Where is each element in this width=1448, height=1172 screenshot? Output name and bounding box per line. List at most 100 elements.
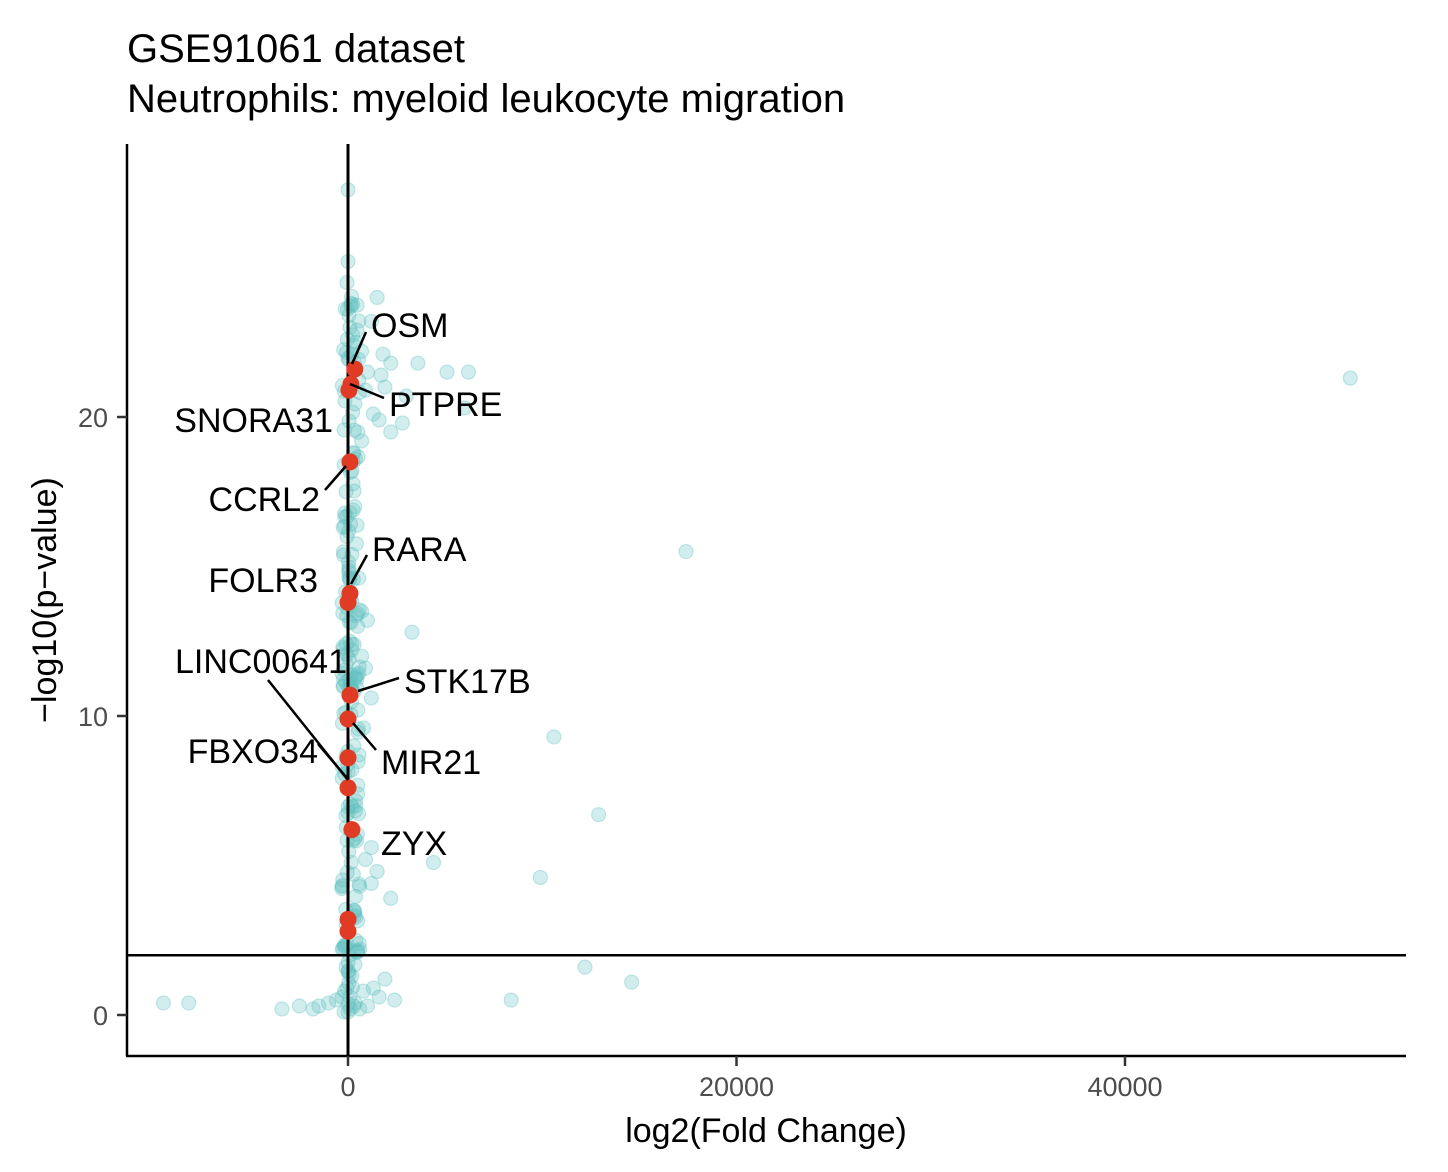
gene-point-dense (349, 671, 365, 688)
connector-fbxo34 (317, 743, 348, 779)
gene-point-dense (351, 665, 367, 681)
gene-point (363, 313, 379, 329)
gene-label-linc00641: LINC00641 (175, 643, 347, 681)
gene-point (363, 875, 379, 892)
chart-title-block: GSE91061 dataset Neutrophils: myeloid le… (127, 24, 845, 124)
connector-stk17b (357, 676, 400, 693)
highlight-point-linc00641 (339, 779, 357, 797)
gene-point (375, 346, 391, 362)
gene-point (377, 379, 393, 395)
gene-label-snora31: SNORA31 (174, 402, 333, 440)
gene-point-dense (349, 517, 365, 533)
gene-point-dense (349, 297, 365, 313)
gene-point (353, 603, 370, 619)
connector-rara (349, 554, 369, 585)
gene-point (371, 989, 387, 1005)
x-tick-label: 40000 (1087, 1072, 1162, 1102)
highlight-point-fbxo34 (339, 749, 357, 767)
x-axis-title: log2(Fold Change) (625, 1112, 907, 1150)
gene-point-dense (345, 476, 361, 492)
gene-point (342, 505, 358, 521)
gene-point (373, 367, 389, 383)
gene-point-dense (345, 502, 361, 518)
gene-point (394, 415, 410, 431)
gene-point (383, 424, 399, 440)
gene-point (546, 729, 562, 745)
gene-label-ccrl2: CCRL2 (209, 481, 320, 519)
gene-point (624, 974, 640, 990)
gene-point (460, 364, 477, 380)
gene-point (181, 995, 197, 1011)
gene-point (359, 998, 376, 1014)
x-tick-label: 0 (340, 1072, 355, 1102)
label-connectors-layer (267, 331, 400, 781)
gene-point (363, 690, 379, 706)
gene-label-zyx: ZYX (381, 825, 447, 863)
gene-point-dense (351, 313, 367, 329)
gene-point (404, 624, 420, 640)
y-tick-label: 20 (78, 403, 108, 433)
gene-point (383, 355, 399, 371)
gene-point-dense (341, 671, 358, 687)
gene-point-dense (335, 639, 351, 655)
gene-point (348, 798, 364, 814)
background-points-layer (155, 182, 1358, 1020)
highlighted-points-layer (339, 360, 364, 940)
highlight-point-zyx (343, 821, 361, 839)
gene-point (369, 863, 385, 880)
gene-point-dense (351, 876, 367, 892)
gene-point (357, 660, 374, 676)
chart-title: GSE91061 dataset (127, 27, 466, 71)
gene-label-folr3: FOLR3 (208, 562, 318, 600)
gene-point (353, 648, 370, 664)
gene-point (577, 959, 593, 975)
gene-label-fbxo34: FBXO34 (188, 733, 318, 771)
gene-point (532, 869, 548, 886)
gene-point (342, 319, 358, 335)
highlight-point-mir21 (339, 710, 357, 728)
gene-point (377, 971, 393, 987)
gene-point (383, 890, 399, 906)
gene-point-dense (351, 806, 367, 822)
gene-point-dense (338, 646, 354, 662)
gene-label-rara: RARA (372, 531, 467, 569)
gene-point-dense (342, 633, 358, 649)
gene-point-dense (335, 872, 351, 888)
gene-point (365, 980, 381, 996)
gene-point-dense (349, 322, 365, 338)
gene-point (155, 995, 172, 1011)
connector-osm (350, 331, 368, 365)
connector-ccrl2 (324, 465, 347, 491)
connector-ptpre (349, 382, 385, 400)
highlight-point-folr3 (339, 593, 357, 611)
gene-labels-layer: OSM PTPRE SNORA31 CCRL2 RARA FOLR3 LINC00641 ST… (174, 307, 530, 863)
gene-point (1342, 370, 1358, 386)
axis-ticks-layer: 0 20000 40000 0 10 20 (78, 403, 1163, 1102)
gene-point-dense (338, 807, 354, 824)
gene-point (274, 1001, 290, 1017)
gene-point (590, 807, 607, 823)
chart-subtitle: Neutrophils: myeloid leukocyte migration (127, 77, 846, 121)
highlight-point (339, 910, 357, 928)
gene-point-dense (350, 724, 366, 740)
gene-point-dense (350, 605, 366, 622)
gene-point (355, 983, 372, 999)
gene-label-ptpre: PTPRE (389, 386, 502, 424)
gene-point (328, 992, 344, 1008)
highlight-point-stk17b (341, 686, 359, 704)
gene-point (291, 998, 308, 1014)
gene-point-dense (351, 935, 367, 952)
gene-point (439, 364, 455, 380)
gene-point (311, 998, 327, 1014)
gene-point (338, 484, 354, 500)
gene-point (410, 355, 426, 371)
gene-point-dense (349, 667, 365, 683)
gene-point (359, 612, 376, 628)
highlight-point-osm (346, 360, 364, 378)
gene-point-dense (334, 877, 351, 894)
gene-point (387, 992, 403, 1008)
y-axis-title: −log10(p−value) (26, 477, 64, 723)
gene-point (365, 406, 381, 422)
gene-point (425, 854, 442, 871)
